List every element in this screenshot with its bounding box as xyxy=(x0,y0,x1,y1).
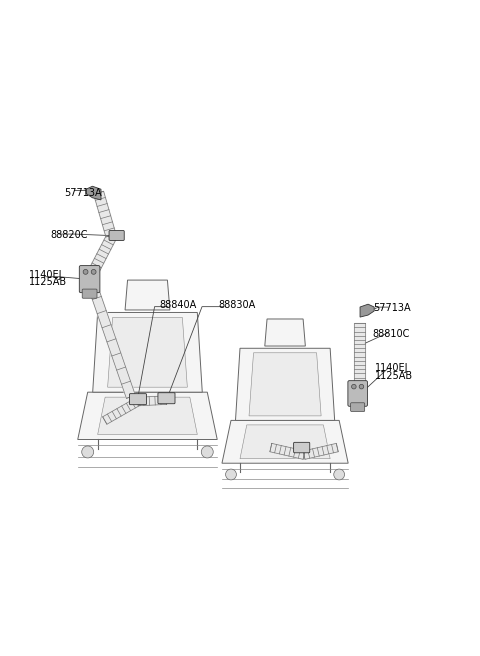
Text: 88830A: 88830A xyxy=(219,300,256,310)
FancyBboxPatch shape xyxy=(79,266,100,293)
Text: 88820C: 88820C xyxy=(50,230,88,241)
Text: 88810C: 88810C xyxy=(373,329,410,338)
Text: 1125AB: 1125AB xyxy=(29,277,67,287)
Polygon shape xyxy=(78,392,217,440)
Circle shape xyxy=(91,270,96,274)
Polygon shape xyxy=(86,186,101,200)
Polygon shape xyxy=(93,312,202,392)
FancyBboxPatch shape xyxy=(109,230,124,240)
FancyBboxPatch shape xyxy=(130,394,146,405)
Polygon shape xyxy=(94,192,116,237)
Circle shape xyxy=(351,384,356,389)
Polygon shape xyxy=(222,420,348,463)
Circle shape xyxy=(82,446,94,458)
FancyBboxPatch shape xyxy=(348,380,367,406)
Text: 1140EJ: 1140EJ xyxy=(375,363,408,373)
Text: 1140EJ: 1140EJ xyxy=(29,270,62,280)
Polygon shape xyxy=(97,397,197,434)
Polygon shape xyxy=(103,398,140,424)
Polygon shape xyxy=(236,348,335,420)
FancyBboxPatch shape xyxy=(294,442,310,453)
FancyBboxPatch shape xyxy=(82,289,97,298)
Polygon shape xyxy=(85,236,116,281)
Polygon shape xyxy=(249,353,321,416)
Polygon shape xyxy=(270,443,305,459)
Polygon shape xyxy=(138,396,167,406)
Polygon shape xyxy=(125,280,170,310)
Polygon shape xyxy=(265,319,305,346)
Text: 1125AB: 1125AB xyxy=(375,371,413,381)
Polygon shape xyxy=(354,323,365,386)
Circle shape xyxy=(359,384,364,389)
Polygon shape xyxy=(108,318,187,387)
Text: 57713A: 57713A xyxy=(373,303,410,313)
FancyBboxPatch shape xyxy=(158,393,175,403)
Text: 88840A: 88840A xyxy=(159,300,197,310)
Polygon shape xyxy=(360,304,374,317)
Polygon shape xyxy=(87,282,135,398)
Polygon shape xyxy=(303,443,338,459)
Circle shape xyxy=(226,469,236,480)
Polygon shape xyxy=(240,425,330,459)
Circle shape xyxy=(201,446,213,458)
Circle shape xyxy=(83,270,88,274)
FancyBboxPatch shape xyxy=(351,403,365,411)
Text: 57713A: 57713A xyxy=(64,188,102,197)
Circle shape xyxy=(334,469,345,480)
